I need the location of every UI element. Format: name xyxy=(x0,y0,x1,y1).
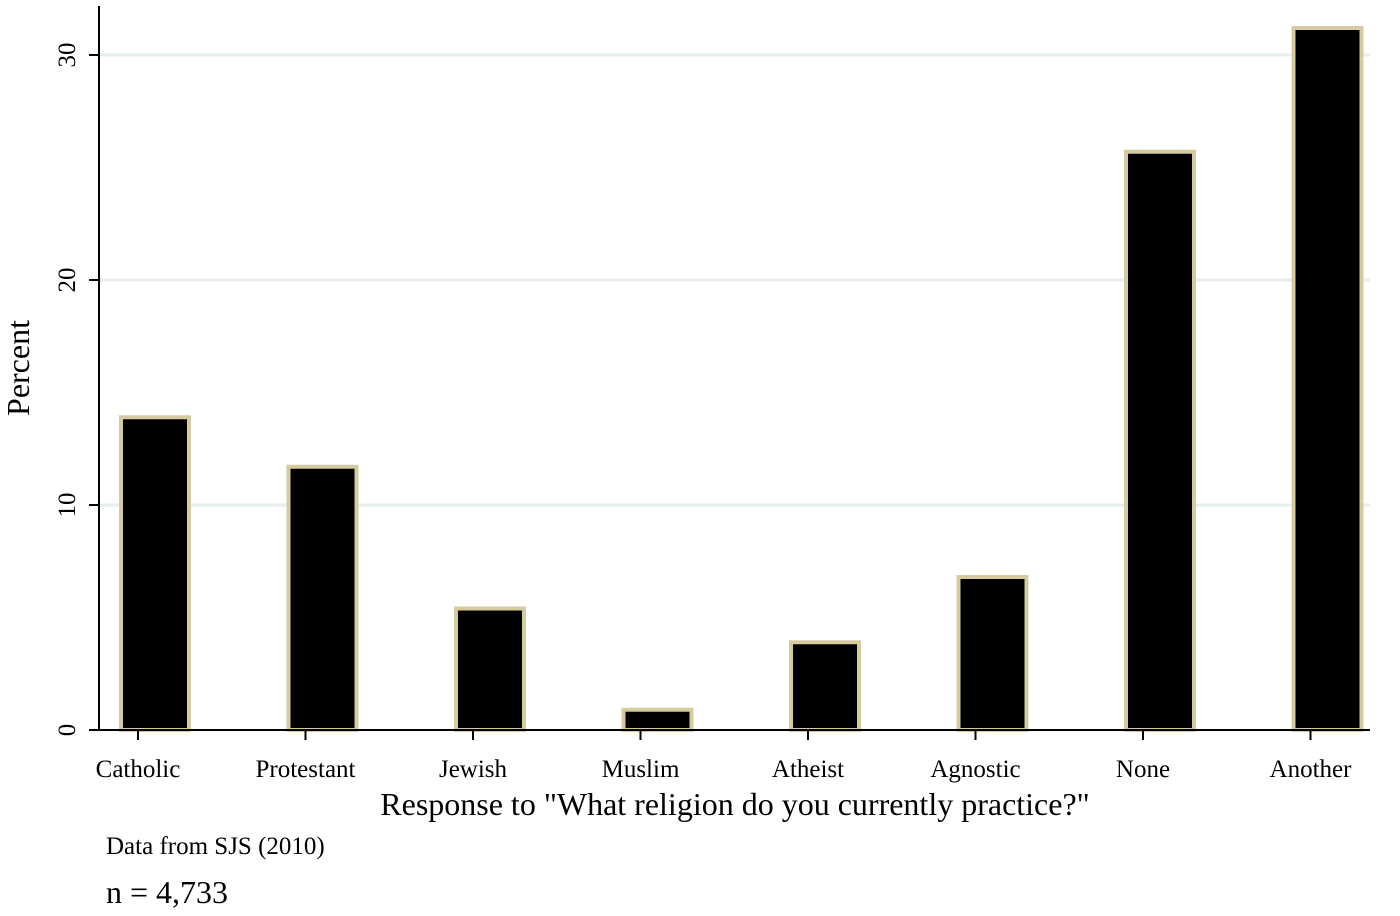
bar-protestant xyxy=(286,464,359,732)
y-tick-label: 30 xyxy=(54,43,81,68)
y-tick-label: 10 xyxy=(54,493,81,518)
bar-jewish xyxy=(454,606,526,732)
x-axis-title: Response to "What religion do you curren… xyxy=(380,786,1089,822)
x-tick-label-catholic: Catholic xyxy=(96,756,181,783)
y-axis-title: Percent xyxy=(0,320,36,416)
x-tick-label-muslim: Muslim xyxy=(602,756,680,783)
source-note: Data from SJS (2010) xyxy=(106,833,325,860)
x-axis-ticks: Catholic Protestant Jewish Muslim Atheist Agn… xyxy=(96,730,1352,783)
x-tick-label-none: None xyxy=(1116,756,1170,783)
bar-agnostic xyxy=(956,575,1029,732)
x-tick-label-another: Another xyxy=(1270,756,1353,783)
bar-none xyxy=(1124,149,1196,732)
x-tick-label-protestant: Protestant xyxy=(256,756,356,783)
sample-size-note: n = 4,733 xyxy=(106,874,229,910)
bar-muslim xyxy=(621,707,694,732)
y-tick-label: 20 xyxy=(54,268,81,293)
bar-another xyxy=(1291,26,1364,732)
bar-atheist xyxy=(789,640,861,732)
y-axis-ticks: 0 10 20 30 xyxy=(54,43,99,737)
y-tick-label: 0 xyxy=(54,724,81,737)
x-tick-label-agnostic: Agnostic xyxy=(930,756,1020,783)
bars xyxy=(119,26,1364,732)
x-tick-label-atheist: Atheist xyxy=(772,756,844,783)
x-tick-label-jewish: Jewish xyxy=(439,756,508,783)
bar-catholic xyxy=(119,415,191,732)
